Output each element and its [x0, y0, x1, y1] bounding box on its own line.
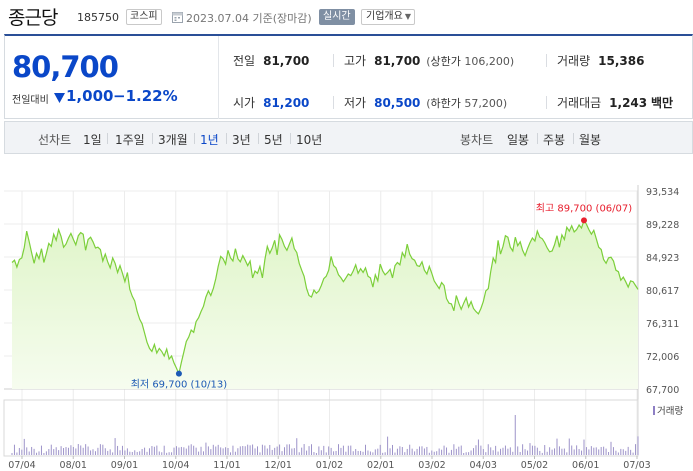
y-tick-label: 80,617 [646, 286, 679, 297]
divider [194, 133, 195, 144]
y-tick-label: 84,923 [646, 253, 679, 264]
open-label: 시가 [233, 96, 256, 110]
x-tick-label: 09/01 [111, 460, 138, 471]
tab-3m[interactable]: 3개월 [158, 133, 188, 147]
divider [226, 133, 227, 144]
open-stat: 시가 81,200 [233, 94, 309, 111]
current-price: 80,700 [12, 50, 119, 84]
volume-panel [3, 399, 639, 457]
volume-legend-swatch [653, 406, 655, 415]
x-tick-label: 11/01 [213, 460, 240, 471]
low-value: 80,500 [374, 96, 421, 110]
tab-monthly[interactable]: 월봉 [579, 133, 602, 147]
tab-10y[interactable]: 10년 [296, 133, 323, 147]
y-tick-label: 76,311 [646, 319, 679, 330]
x-tick-label: 12/01 [265, 460, 292, 471]
x-tick-label: 04/03 [470, 460, 497, 471]
change-label: 전일대비 [12, 95, 49, 106]
change-percent: −1.22% [113, 87, 178, 105]
x-tick-label: 08/01 [60, 460, 87, 471]
volume-label: 거래량 [557, 54, 591, 68]
y-tick-label: 89,228 [646, 220, 679, 231]
lower-limit: (하한가 57,200) [426, 97, 508, 110]
price-chart-svg: 93,534 89,228 84,923 80,617 76,311 72,006 67,7… [3, 185, 683, 471]
x-tick-label: 05/02 [521, 460, 548, 471]
tab-daily[interactable]: 일봉 [507, 133, 530, 147]
divider [546, 54, 547, 67]
low-stat: 저가 80,500 (하한가 57,200) [344, 94, 507, 111]
low-label: 저가 [344, 96, 367, 110]
stock-name: 종근당 [8, 7, 58, 29]
amount-value: 1,243 [609, 96, 648, 110]
x-tick-label: 02/01 [367, 460, 394, 471]
lower-limit-value: 57,200 [464, 97, 503, 110]
divider [333, 54, 334, 67]
company-overview-label: 기업개요 [366, 11, 403, 22]
divider [333, 96, 334, 109]
tab-1w[interactable]: 1주일 [115, 133, 145, 147]
volume-value: 15,386 [598, 54, 645, 68]
divider [537, 133, 538, 144]
period-tab-bar: 선차트 1일 1주일 3개월 1년 3년 5년 10년 봉차트 일봉 주봉 월봉 [4, 121, 693, 154]
divider [258, 133, 259, 144]
open-value: 81,200 [263, 96, 310, 110]
tab-1y[interactable]: 1년 [200, 133, 219, 147]
x-tick-label: 06/01 [572, 460, 599, 471]
tab-weekly[interactable]: 주봉 [543, 133, 566, 147]
x-tick-label: 07/04 [8, 460, 35, 471]
divider [152, 133, 153, 144]
down-triangle-icon [54, 93, 65, 103]
max-point [580, 217, 587, 224]
x-tick-label: 01/02 [316, 460, 343, 471]
volume-legend-label: 거래량 [657, 405, 683, 417]
prev-close-label: 전일 [233, 54, 256, 68]
divider [573, 133, 574, 144]
max-annotation: 최고 89,700 (06/07) [536, 202, 632, 214]
high-stat: 고가 81,700 (상한가 106,200) [344, 52, 514, 69]
company-overview-dropdown[interactable]: 기업개요 ▼ [361, 9, 415, 25]
amount-label: 거래대금 [557, 96, 602, 110]
y-tick-label: 72,006 [646, 352, 679, 363]
price-summary: 80,700 전일대비 1,000 −1.22% 전일 81,700 고가 81,7… [4, 34, 693, 119]
amount-stat: 거래대금 1,243 백만 [557, 94, 673, 111]
min-annotation: 최저 69,700 (10/13) [131, 379, 227, 391]
upper-limit-label: 상한가 [430, 55, 461, 68]
y-tick-label: 93,534 [646, 187, 679, 198]
high-value: 81,700 [374, 54, 421, 68]
line-chart-title: 선차트 [38, 133, 72, 147]
chevron-down-icon: ▼ [404, 12, 411, 21]
lower-limit-label: 하한가 [430, 97, 461, 110]
realtime-button[interactable]: 실시간 [319, 9, 355, 25]
calendar-icon [172, 12, 183, 23]
tab-5y[interactable]: 5년 [264, 133, 283, 147]
market-badge: 코스피 [126, 9, 162, 25]
divider [107, 133, 108, 144]
stock-header: 종근당 185750 코스피 2023.07.04 기준(장마감) 실시간 기업… [0, 0, 693, 34]
tab-3y[interactable]: 3년 [232, 133, 251, 147]
amount-unit: 백만 [650, 96, 674, 110]
candle-chart-title: 봉차트 [460, 133, 494, 147]
x-tick-label: 03/02 [418, 460, 445, 471]
min-point [175, 370, 182, 377]
tab-1d[interactable]: 1일 [83, 133, 102, 147]
price-line [11, 219, 639, 376]
current-price-box: 80,700 전일대비 1,000 −1.22% [5, 36, 219, 119]
x-tick-label: 07/03 [623, 460, 650, 471]
stock-code: 185750 [77, 11, 119, 24]
prev-close-stat: 전일 81,700 [233, 52, 309, 69]
y-tick-label: 67,700 [646, 385, 679, 396]
change-value: 1,000 [66, 87, 114, 105]
x-tick-label: 10/04 [162, 460, 189, 471]
price-chart[interactable]: 93,534 89,228 84,923 80,617 76,311 72,006 67,7… [0, 155, 693, 471]
upper-limit: (상한가 106,200) [426, 55, 515, 68]
volume-stat: 거래량 15,386 [557, 52, 644, 69]
divider [290, 133, 291, 144]
price-area [12, 220, 638, 389]
high-label: 고가 [344, 54, 367, 68]
upper-limit-value: 106,200 [464, 55, 510, 68]
reference-date: 2023.07.04 기준(장마감) [186, 12, 312, 25]
prev-close-value: 81,700 [263, 54, 310, 68]
divider [546, 96, 547, 109]
